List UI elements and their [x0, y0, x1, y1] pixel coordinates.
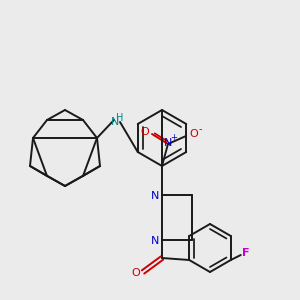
- Text: N: N: [151, 236, 159, 246]
- Text: +: +: [171, 133, 177, 142]
- Text: O: O: [132, 268, 140, 278]
- Text: O: O: [141, 127, 149, 137]
- Text: -: -: [198, 124, 202, 134]
- Text: F: F: [242, 248, 250, 258]
- Text: N: N: [111, 117, 119, 127]
- Text: O: O: [190, 129, 198, 139]
- Text: N: N: [164, 138, 172, 148]
- Text: N: N: [151, 191, 159, 201]
- Text: H: H: [116, 113, 124, 123]
